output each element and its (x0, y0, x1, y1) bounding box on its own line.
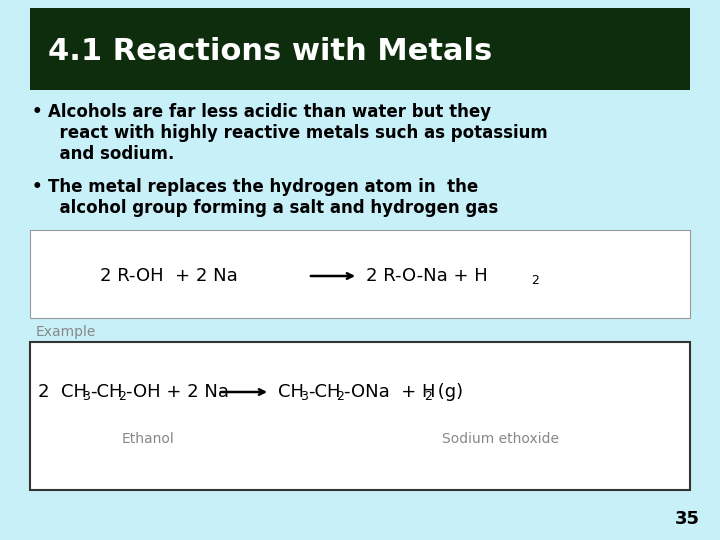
Text: -CH: -CH (308, 383, 341, 401)
Text: 3: 3 (300, 390, 308, 403)
Text: 2: 2 (336, 390, 344, 403)
Text: -OH + 2 Na: -OH + 2 Na (126, 383, 229, 401)
Text: CH: CH (278, 383, 304, 401)
Text: •: • (32, 178, 42, 196)
Text: -CH: -CH (90, 383, 122, 401)
Text: 2: 2 (531, 273, 539, 287)
FancyBboxPatch shape (30, 8, 690, 90)
Text: 2 R-OH  + 2 Na: 2 R-OH + 2 Na (100, 267, 238, 285)
Text: The metal replaces the hydrogen atom in  the
  alcohol group forming a salt and : The metal replaces the hydrogen atom in … (48, 178, 498, 217)
Text: Example: Example (36, 325, 96, 339)
Text: 2  CH: 2 CH (38, 383, 87, 401)
Text: 2 R-O-Na + H: 2 R-O-Na + H (366, 267, 487, 285)
Text: -ONa  + H: -ONa + H (344, 383, 436, 401)
Text: •: • (32, 103, 42, 121)
Text: Ethanol: Ethanol (122, 432, 174, 446)
FancyBboxPatch shape (30, 230, 690, 318)
Text: 35: 35 (675, 510, 700, 528)
Text: Sodium ethoxide: Sodium ethoxide (441, 432, 559, 446)
Text: Alcohols are far less acidic than water but they
  react with highly reactive me: Alcohols are far less acidic than water … (48, 103, 548, 163)
FancyBboxPatch shape (30, 342, 690, 490)
Text: 2: 2 (424, 390, 432, 403)
Text: 2: 2 (118, 390, 126, 403)
Text: 4.1 Reactions with Metals: 4.1 Reactions with Metals (48, 37, 492, 65)
Text: 3: 3 (82, 390, 90, 403)
Text: (g): (g) (432, 383, 463, 401)
